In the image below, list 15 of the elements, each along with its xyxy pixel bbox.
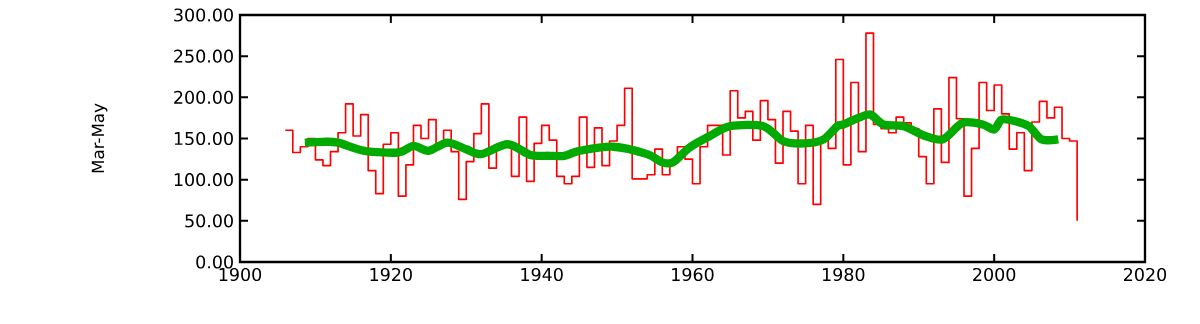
y-tick-label: 150.00 — [174, 131, 233, 146]
x-tick-label: 1900 — [219, 267, 262, 282]
x-tick-label: 2000 — [973, 267, 1016, 282]
y-tick-label: 200.00 — [174, 90, 233, 104]
x-tick-label: 2020 — [1124, 267, 1167, 282]
x-tick-label: 1920 — [370, 267, 412, 282]
y-tick-label: 50.00 — [185, 214, 233, 228]
y-tick-label: 0.00 — [196, 255, 233, 269]
x-tick-label: 1980 — [822, 267, 865, 282]
y-axis-title: Mar-May — [91, 103, 108, 173]
x-tick-label: 1960 — [672, 267, 714, 282]
x-tick-label: 1940 — [521, 267, 563, 282]
y-tick-label: 300.00 — [174, 8, 233, 22]
y-tick-label: 250.00 — [174, 49, 233, 63]
y-tick-label: 100.00 — [174, 173, 233, 187]
